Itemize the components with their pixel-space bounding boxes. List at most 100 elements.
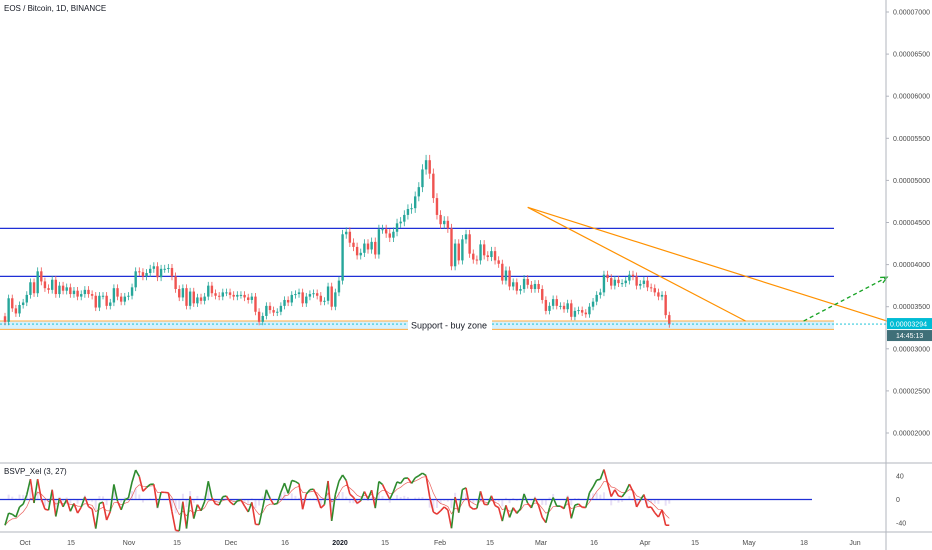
- oscillator-histogram-bar: [29, 487, 32, 500]
- candle-body: [47, 288, 50, 290]
- oscillator-histogram-bar: [588, 493, 591, 500]
- candle-body: [482, 244, 486, 256]
- candle: [610, 274, 613, 290]
- oscillator-fast-segment: [189, 496, 195, 519]
- oscillator-histogram-bar: [475, 499, 478, 502]
- candle: [141, 268, 145, 281]
- candle: [653, 284, 656, 297]
- oscillator-fast-segment: [62, 498, 68, 508]
- oscillator-histogram-bar: [657, 499, 660, 504]
- candle-body: [69, 287, 72, 295]
- oscillator-histogram-bar: [501, 499, 504, 507]
- zone-annotation: Support - buy zone: [408, 319, 492, 332]
- candle: [123, 292, 126, 306]
- oscillator-histogram-bar: [43, 499, 46, 507]
- oscillator-fast-segment: [563, 496, 569, 509]
- candle-body: [25, 294, 28, 303]
- trendline-1: [527, 206, 888, 322]
- candle: [384, 224, 388, 238]
- candle-body: [384, 229, 388, 234]
- oscillator-histogram-bar: [170, 499, 173, 508]
- x-tick-label: 15: [691, 540, 699, 547]
- oscillator-histogram-bar: [22, 494, 25, 500]
- oscillator-histogram-bar: [592, 493, 595, 500]
- x-tick-label: 15: [173, 540, 181, 547]
- oscillator-histogram-bar: [610, 499, 613, 506]
- candle-body: [228, 292, 232, 295]
- oscillator-fast-segment: [628, 483, 634, 492]
- oscillator-histogram-bar: [381, 496, 384, 500]
- oscillator-histogram-bar: [512, 498, 515, 500]
- candle-body: [199, 297, 203, 301]
- oscillator-fast-segment: [457, 489, 464, 513]
- candle: [577, 306, 580, 315]
- candle-body: [348, 231, 352, 243]
- candle-body: [105, 295, 108, 306]
- oscillator-histogram-bar: [218, 499, 221, 502]
- candle-body: [58, 285, 61, 295]
- x-tick-label: Apr: [640, 540, 652, 547]
- candle: [308, 290, 312, 301]
- candle: [348, 227, 352, 248]
- candle-body: [512, 282, 515, 287]
- candle-body: [573, 310, 577, 317]
- candle: [130, 283, 134, 300]
- oscillator-fast-segment: [363, 491, 369, 500]
- oscillator-fast-segment: [410, 477, 416, 484]
- oscillator-histogram-bar: [399, 497, 402, 500]
- candle: [341, 229, 344, 285]
- oscillator-fast-segment: [4, 512, 10, 526]
- x-axis-labels: Oct 15 Nov 15 Dec 16 2020 15 Feb 15 Mar 16 Apr 15 May 1…: [20, 540, 861, 547]
- oscillator-fast-segment: [592, 479, 598, 488]
- candle-body: [21, 302, 25, 306]
- candle-body: [363, 243, 366, 253]
- candle: [243, 291, 246, 302]
- oscillator-histogram-bar: [18, 494, 21, 500]
- candle-body: [639, 283, 642, 286]
- oscillator-fast-segment: [400, 477, 405, 484]
- oscillator-histogram-bar: [348, 499, 351, 504]
- candle-body: [450, 228, 453, 267]
- candle: [588, 303, 591, 318]
- oscillator-fast-segment: [167, 492, 173, 512]
- candle: [185, 284, 188, 310]
- oscillator-fast-segment: [29, 479, 35, 504]
- oscillator-histogram-bar: [138, 494, 141, 500]
- oscillator-fast-segment: [497, 507, 504, 522]
- candle: [326, 282, 330, 305]
- oscillator-fast-segment: [247, 502, 253, 513]
- candle-body: [570, 303, 573, 317]
- candle: [359, 248, 362, 260]
- candle-body: [410, 208, 413, 210]
- oscillator-histogram-bar: [91, 499, 94, 502]
- oscillator-fast-segment: [389, 491, 395, 500]
- oscillator-histogram-bar: [403, 495, 406, 500]
- oscillator-fast-segment: [196, 504, 202, 512]
- candle: [268, 302, 272, 314]
- candle: [551, 295, 555, 310]
- candle: [167, 263, 170, 273]
- candle: [657, 288, 660, 301]
- trendlines: [527, 206, 888, 322]
- oscillator-histogram-bar: [617, 499, 620, 503]
- oscillator-fast-segment: [606, 482, 612, 497]
- oscillator-histogram-bar: [123, 497, 126, 500]
- oscillator-fast-segment: [58, 497, 64, 508]
- candle: [660, 291, 664, 301]
- oscillator-fast-segment: [341, 474, 347, 481]
- candle-body: [170, 267, 174, 277]
- oscillator-histogram-bar: [327, 492, 330, 500]
- candle: [562, 302, 566, 313]
- candle: [214, 289, 217, 300]
- oscillator-fast-segment: [378, 480, 384, 486]
- candle-body: [80, 294, 83, 297]
- candle: [649, 283, 653, 292]
- candle: [392, 227, 395, 243]
- candle: [559, 302, 562, 310]
- oscillator-fast-segment: [639, 494, 645, 501]
- candle: [145, 269, 148, 281]
- candle: [69, 283, 72, 298]
- oscillator-histogram-bar: [87, 499, 90, 501]
- oscillator-histogram-bar: [468, 499, 471, 503]
